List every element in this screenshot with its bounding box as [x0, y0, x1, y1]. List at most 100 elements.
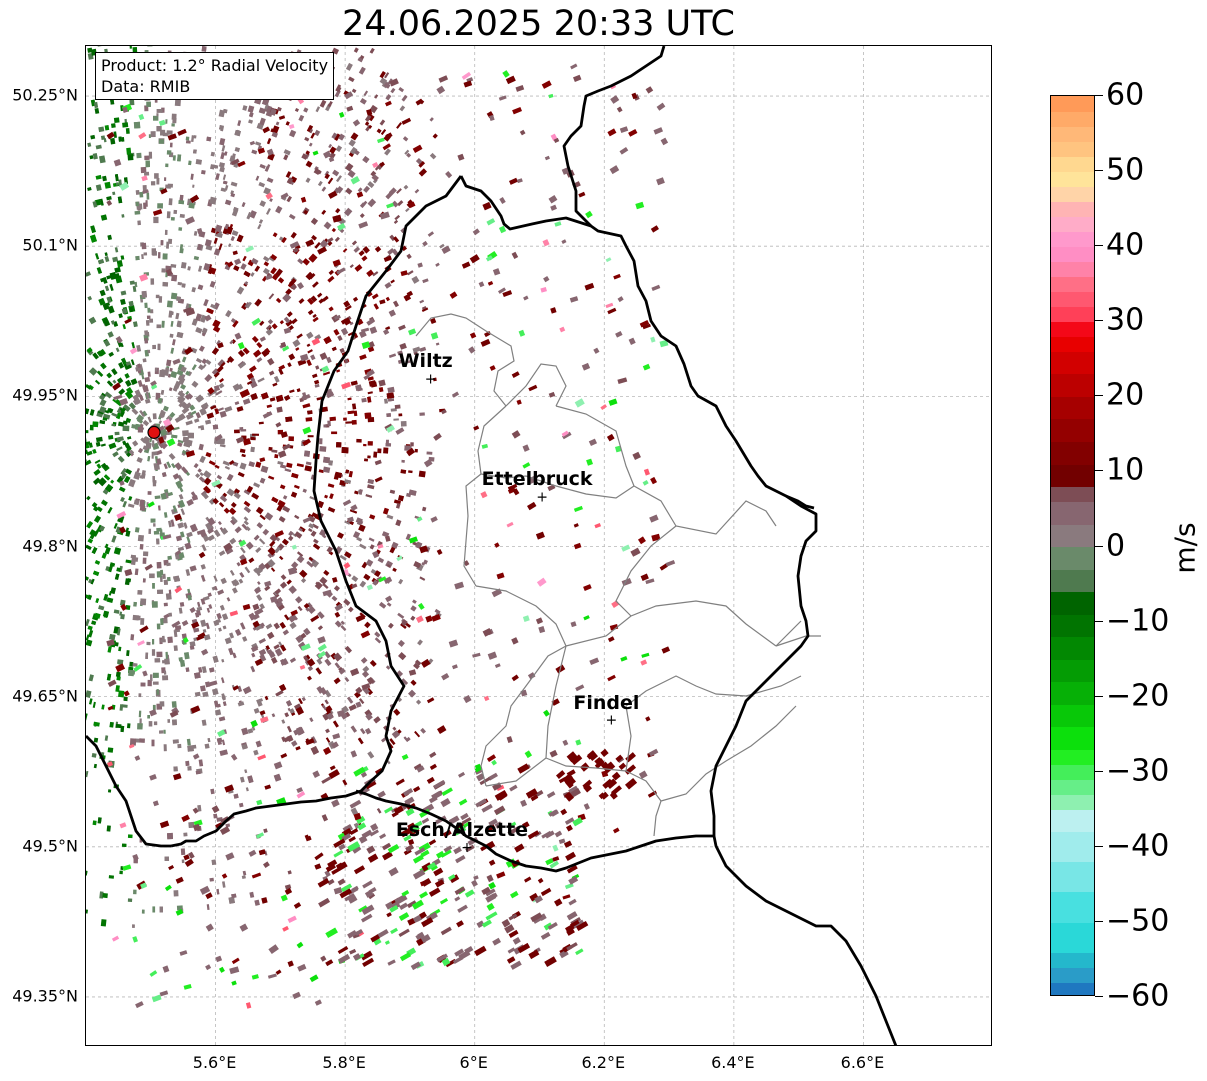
colorbar-band — [1051, 201, 1094, 217]
colorbar-band — [1051, 704, 1094, 728]
lon-tick-label: 6°E — [459, 1053, 488, 1072]
colorbar-band — [1051, 981, 1094, 995]
colorbar-band — [1051, 659, 1094, 683]
lon-tick-label: 6.6°E — [840, 1053, 885, 1072]
colorbar-band — [1051, 546, 1094, 570]
colorbar-band — [1051, 231, 1094, 247]
colorbar-band — [1051, 951, 1094, 968]
colorbar-tick-mark — [1095, 920, 1103, 922]
colorbar-band — [1051, 96, 1094, 112]
city-marker: + — [425, 371, 437, 387]
colorbar-tick-label: −30 — [1106, 753, 1170, 789]
country-borders — [86, 46, 898, 1045]
city-label: Wiltz — [398, 350, 453, 373]
colorbar-tick-label: −10 — [1106, 603, 1170, 639]
colorbar-band — [1051, 171, 1094, 187]
colorbar-tick-mark — [1095, 545, 1103, 547]
colorbar-band — [1051, 111, 1094, 127]
colorbar-band — [1051, 523, 1094, 548]
colorbar-tick-label: −60 — [1106, 978, 1170, 1014]
lat-tick-label: 49.35°N — [12, 986, 78, 1006]
velocity-colorbar — [1050, 95, 1095, 996]
colorbar-tick-label: 0 — [1106, 528, 1126, 563]
colorbar-band — [1051, 501, 1094, 525]
colorbar-band — [1051, 351, 1094, 375]
colorbar-band — [1051, 764, 1094, 780]
colorbar-band — [1051, 291, 1094, 307]
colorbar-tick-mark — [1095, 170, 1103, 172]
colorbar-tick-mark — [1095, 996, 1103, 997]
lat-tick-label: 49.95°N — [12, 385, 78, 405]
colorbar-band — [1051, 921, 1094, 953]
colorbar-tick-label: −40 — [1106, 828, 1170, 864]
colorbar-band — [1051, 809, 1094, 833]
colorbar-band — [1051, 156, 1094, 172]
colorbar-tick-mark — [1095, 245, 1103, 247]
colorbar-tick-label: 50 — [1106, 152, 1145, 188]
lat-tick-label: 49.5°N — [22, 836, 78, 856]
velocity-echoes — [86, 46, 676, 1009]
lon-tick-label: 6.2°E — [581, 1053, 626, 1072]
city-marker: + — [536, 489, 548, 505]
colorbar-tick-label: 60 — [1106, 77, 1145, 113]
colorbar-band — [1051, 779, 1094, 795]
colorbar-tick-label: −20 — [1106, 678, 1170, 714]
colorbar-band — [1051, 418, 1094, 442]
map-panel[interactable]: + + + + — [85, 45, 992, 1046]
lon-tick-label: 5.6°E — [192, 1053, 237, 1072]
data-source-label: Data: RMIB — [101, 77, 191, 96]
city-marker: + — [461, 840, 473, 856]
city-label: Ettelbruck — [481, 468, 593, 491]
colorbar-band — [1051, 614, 1094, 638]
colorbar-band — [1051, 216, 1094, 232]
colorbar-band — [1051, 126, 1094, 142]
colorbar-tick-label: 40 — [1106, 227, 1145, 263]
colorbar-band — [1051, 276, 1094, 292]
colorbar-unit: m/s — [1168, 522, 1202, 574]
city-marker: + — [606, 713, 618, 729]
colorbar-band — [1051, 373, 1094, 397]
lon-tick-label: 6.4°E — [711, 1053, 755, 1072]
colorbar-band — [1051, 726, 1094, 750]
colorbar-band — [1051, 441, 1094, 465]
colorbar-tick-label: 20 — [1106, 377, 1145, 413]
canton-boundaries — [415, 313, 821, 837]
colorbar-tick-mark — [1095, 770, 1103, 772]
colorbar-band — [1051, 569, 1094, 593]
lat-tick-label: 50.25°N — [12, 85, 78, 105]
radar-site-marker — [147, 425, 161, 439]
colorbar-band — [1051, 246, 1094, 262]
colorbar-band — [1051, 749, 1094, 765]
city-label: Esch/Alzette — [395, 818, 529, 841]
colorbar-tick-mark — [1095, 395, 1103, 397]
colorbar-band — [1051, 396, 1094, 420]
lon-tick-label: 5.8°E — [322, 1053, 366, 1072]
colorbar-band — [1051, 463, 1094, 488]
city-label: Findel — [573, 691, 640, 714]
colorbar-tick-mark — [1095, 620, 1103, 622]
colorbar-tick-label: −50 — [1106, 903, 1170, 939]
colorbar-band — [1051, 336, 1094, 352]
colorbar-band — [1051, 261, 1094, 277]
colorbar-band — [1051, 186, 1094, 202]
colorbar-tick-mark — [1095, 470, 1103, 472]
colorbar-band — [1051, 891, 1094, 923]
colorbar-tick-label: 30 — [1106, 302, 1145, 338]
borders — [86, 46, 898, 1045]
colorbar-band — [1051, 681, 1094, 705]
colorbar-band — [1051, 636, 1094, 660]
colorbar-band — [1051, 306, 1094, 322]
lat-tick-label: 49.8°N — [22, 536, 78, 555]
colorbar-band — [1051, 486, 1094, 503]
product-info-box: Product: 1.2° Radial Velocity Data: RMIB — [95, 52, 335, 100]
colorbar-band — [1051, 321, 1094, 337]
colorbar-band — [1051, 794, 1094, 810]
colorbar-tick-label: 10 — [1106, 452, 1145, 488]
colorbar-band — [1051, 966, 1094, 983]
colorbar-band — [1051, 141, 1094, 157]
map-title: 24.06.2025 20:33 UTC — [342, 4, 735, 44]
lat-tick-label: 50.1°N — [22, 235, 78, 255]
colorbar-band — [1051, 591, 1094, 615]
colorbar-tick-mark — [1095, 695, 1103, 697]
